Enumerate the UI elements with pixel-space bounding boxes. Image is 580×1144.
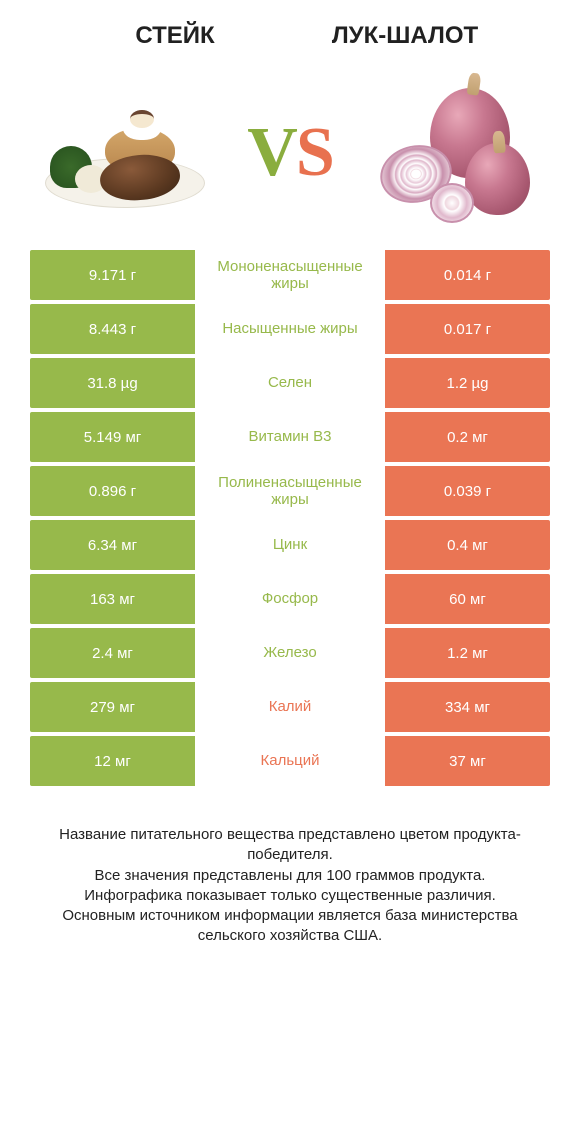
value-left: 2.4 мг <box>30 628 195 678</box>
table-row: 163 мгФосфор60 мг <box>30 574 550 624</box>
value-left: 0.896 г <box>30 466 195 516</box>
footer-line: Все значения представлены для 100 граммо… <box>30 866 550 886</box>
value-left: 31.8 µg <box>30 358 195 408</box>
value-left: 5.149 мг <box>30 412 195 462</box>
nutrient-label: Железо <box>195 628 385 678</box>
steak-image <box>40 83 210 223</box>
value-right: 0.017 г <box>385 304 550 354</box>
nutrient-label: Витамин B3 <box>195 412 385 462</box>
table-row: 5.149 мгВитамин B30.2 мг <box>30 412 550 462</box>
table-row: 12 мгКальций37 мг <box>30 736 550 786</box>
value-left: 279 мг <box>30 682 195 732</box>
comparison-table: 9.171 гМононенасыщенные жиры0.014 г8.443… <box>0 250 580 786</box>
vs-label: VS <box>247 113 333 193</box>
value-left: 6.34 мг <box>30 520 195 570</box>
footer-line: Название питательного вещества представл… <box>30 825 550 866</box>
table-row: 279 мгКалий334 мг <box>30 682 550 732</box>
value-left: 8.443 г <box>30 304 195 354</box>
value-right: 0.014 г <box>385 250 550 300</box>
value-right: 0.4 мг <box>385 520 550 570</box>
value-right: 1.2 мг <box>385 628 550 678</box>
value-right: 0.2 мг <box>385 412 550 462</box>
table-row: 6.34 мгЦинк0.4 мг <box>30 520 550 570</box>
vs-v: V <box>247 114 296 191</box>
footer-line: Инфографика показывает только существенн… <box>30 886 550 906</box>
table-row: 9.171 гМононенасыщенные жиры0.014 г <box>30 250 550 300</box>
value-right: 1.2 µg <box>385 358 550 408</box>
value-left: 9.171 г <box>30 250 195 300</box>
footer-notes: Название питательного вещества представл… <box>0 790 580 947</box>
hero-row: VS <box>0 60 580 250</box>
vs-s: S <box>296 114 333 191</box>
table-row: 8.443 гНасыщенные жиры0.017 г <box>30 304 550 354</box>
nutrient-label: Калий <box>195 682 385 732</box>
footer-line: Основным источником информации является … <box>30 906 550 947</box>
value-left: 12 мг <box>30 736 195 786</box>
nutrient-label: Кальций <box>195 736 385 786</box>
nutrient-label: Селен <box>195 358 385 408</box>
nutrient-label: Мононенасыщенные жиры <box>195 250 385 300</box>
nutrient-label: Насыщенные жиры <box>195 304 385 354</box>
shallot-image <box>370 83 540 223</box>
table-row: 0.896 гПолиненасыщенные жиры0.039 г <box>30 466 550 516</box>
title-left: СТЕЙК <box>60 22 290 50</box>
nutrient-label: Полиненасыщенные жиры <box>195 466 385 516</box>
value-right: 0.039 г <box>385 466 550 516</box>
value-right: 60 мг <box>385 574 550 624</box>
header: СТЕЙК ЛУК-ШАЛОТ <box>0 0 580 60</box>
title-right: ЛУК-ШАЛОТ <box>290 22 520 50</box>
nutrient-label: Фосфор <box>195 574 385 624</box>
value-right: 37 мг <box>385 736 550 786</box>
value-right: 334 мг <box>385 682 550 732</box>
table-row: 31.8 µgСелен1.2 µg <box>30 358 550 408</box>
value-left: 163 мг <box>30 574 195 624</box>
table-row: 2.4 мгЖелезо1.2 мг <box>30 628 550 678</box>
nutrient-label: Цинк <box>195 520 385 570</box>
